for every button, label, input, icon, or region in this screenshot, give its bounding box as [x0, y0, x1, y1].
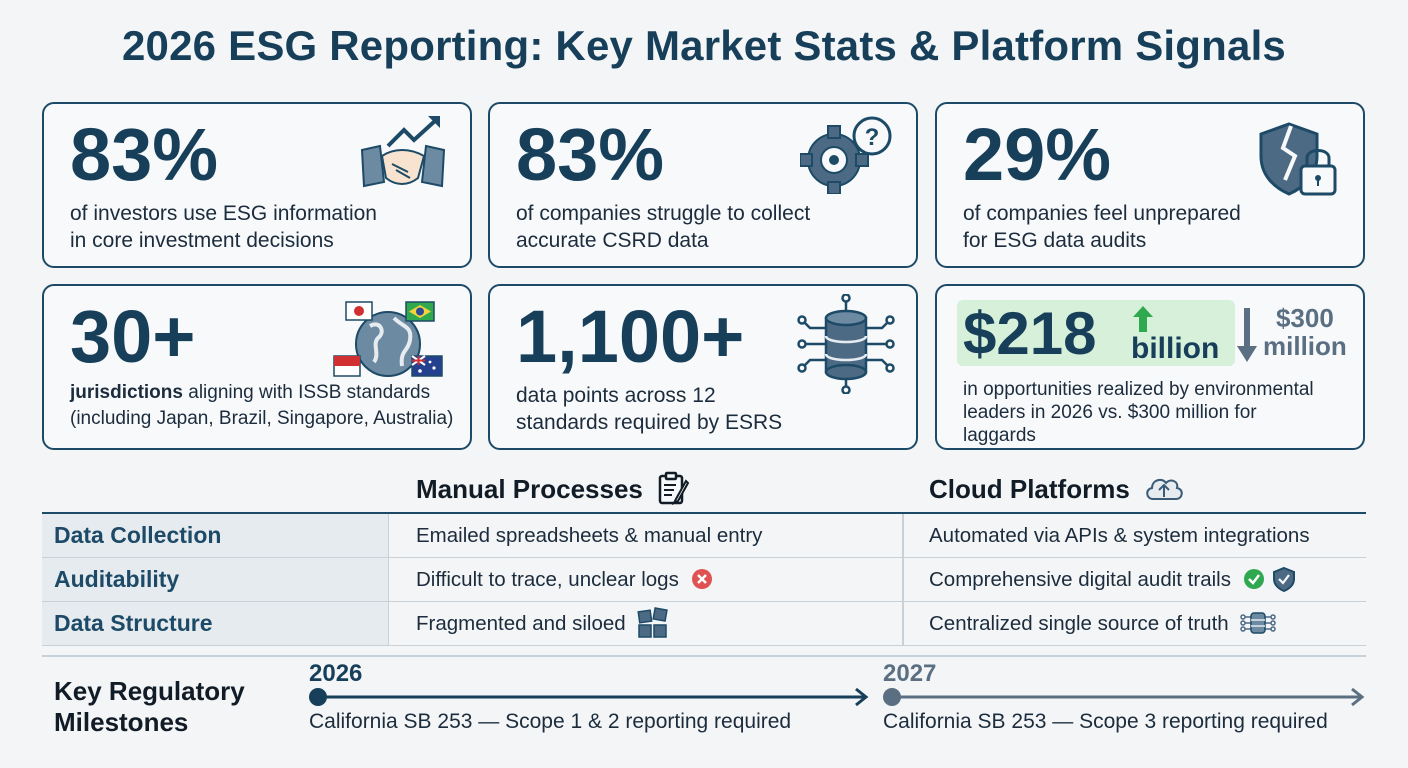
cloud-cell: Comprehensive digital audit trails: [929, 558, 1296, 601]
alt-value: $300 million: [1263, 303, 1347, 361]
gear-question-icon: ?: [800, 116, 892, 194]
table-row: Auditability Difficult to trace, unclear…: [42, 558, 1366, 602]
stat-description: of companies feel unprepared for ESG dat…: [963, 202, 1241, 252]
column-divider: [902, 602, 904, 645]
column-header-cloud: Cloud Platforms: [929, 474, 1185, 505]
section-divider: [42, 655, 1366, 657]
stat-card-investors: 83% of investors use ESG information in …: [42, 102, 472, 268]
row-label: Auditability: [42, 558, 389, 601]
stat-value: 83%: [70, 113, 219, 196]
shield-check-icon: [1273, 566, 1296, 592]
cloud-cell: Automated via APIs & system integrations: [929, 524, 1310, 547]
column-divider: [902, 514, 904, 557]
cloud-cell: Centralized single source of truth: [929, 602, 1277, 645]
stat-description: of investors use ESG information in core…: [70, 202, 377, 252]
cloud-upload-icon: [1146, 478, 1183, 501]
arrow-down-icon: [1237, 308, 1257, 362]
manual-cell: Difficult to trace, unclear logs: [416, 558, 713, 601]
arrow-up-icon: [1133, 306, 1153, 332]
manual-cell: Fragmented and siloed: [416, 602, 669, 645]
timeline-arrow: [309, 687, 869, 707]
milestones-title: Key Regulatory Milestones: [54, 676, 245, 737]
handshake-growth-icon: [360, 116, 446, 188]
database-network-icon: [1240, 611, 1277, 634]
svg-text:?: ?: [865, 124, 880, 151]
stat-description: in opportunities realized by environment…: [963, 379, 1314, 446]
milestone-year: 2027: [883, 660, 937, 687]
stat-card-audits: 29% of companies feel unprepared for ESG…: [935, 102, 1365, 268]
page-title: 2026 ESG Reporting: Key Market Stats & P…: [122, 22, 1286, 69]
row-label: Data Collection: [42, 514, 389, 557]
highlight-box: [957, 300, 1235, 366]
milestone-year: 2026: [309, 660, 363, 687]
stat-card-opportunities: $218 billion $300 million in opportuniti…: [935, 284, 1365, 450]
stat-card-data-points: 1,100+ data points across 12 standards r…: [488, 284, 918, 450]
row-label: Data Structure: [42, 602, 389, 645]
stat-description: of companies struggle to collect accurat…: [516, 202, 811, 252]
table-row: Data Collection Emailed spreadsheets & m…: [42, 512, 1366, 558]
globe-flags-icon: [333, 301, 443, 377]
stat-card-csrd: 83% of companies struggle to collect acc…: [488, 102, 918, 268]
column-header-manual: Manual Processes: [416, 471, 690, 506]
stat-value: 30+: [70, 295, 196, 378]
column-divider: [902, 558, 904, 601]
timeline-arrow: [883, 687, 1365, 707]
broken-shield-lock-icon: [1259, 122, 1337, 196]
manual-cell: Emailed spreadsheets & manual entry: [416, 524, 763, 547]
stat-value: $218: [963, 300, 1097, 367]
stat-value: 83%: [516, 113, 665, 196]
table-row: Data Structure Fragmented and siloed Cen…: [42, 602, 1366, 646]
clipboard-icon: [658, 471, 690, 506]
stat-value: 1,100+: [516, 295, 745, 378]
check-circle-icon: [1243, 569, 1264, 590]
fragmented-blocks-icon: [637, 606, 669, 638]
stat-description: jurisdictions aligning with ISSB standar…: [70, 382, 454, 429]
stat-value: 29%: [963, 113, 1112, 196]
error-x-icon: [691, 569, 712, 590]
comparison-table: Data Collection Emailed spreadsheets & m…: [42, 512, 1366, 646]
stat-unit: billion: [1131, 332, 1220, 365]
milestone-text: California SB 253 — Scope 3 reporting re…: [883, 710, 1328, 733]
stat-card-jurisdictions: 30+ jurisdictions aligning with ISSB sta…: [42, 284, 472, 450]
stat-description: data points across 12 standards required…: [516, 384, 783, 434]
milestone-text: California SB 253 — Scope 1 & 2 reportin…: [309, 710, 792, 733]
database-network-icon: [797, 294, 895, 394]
